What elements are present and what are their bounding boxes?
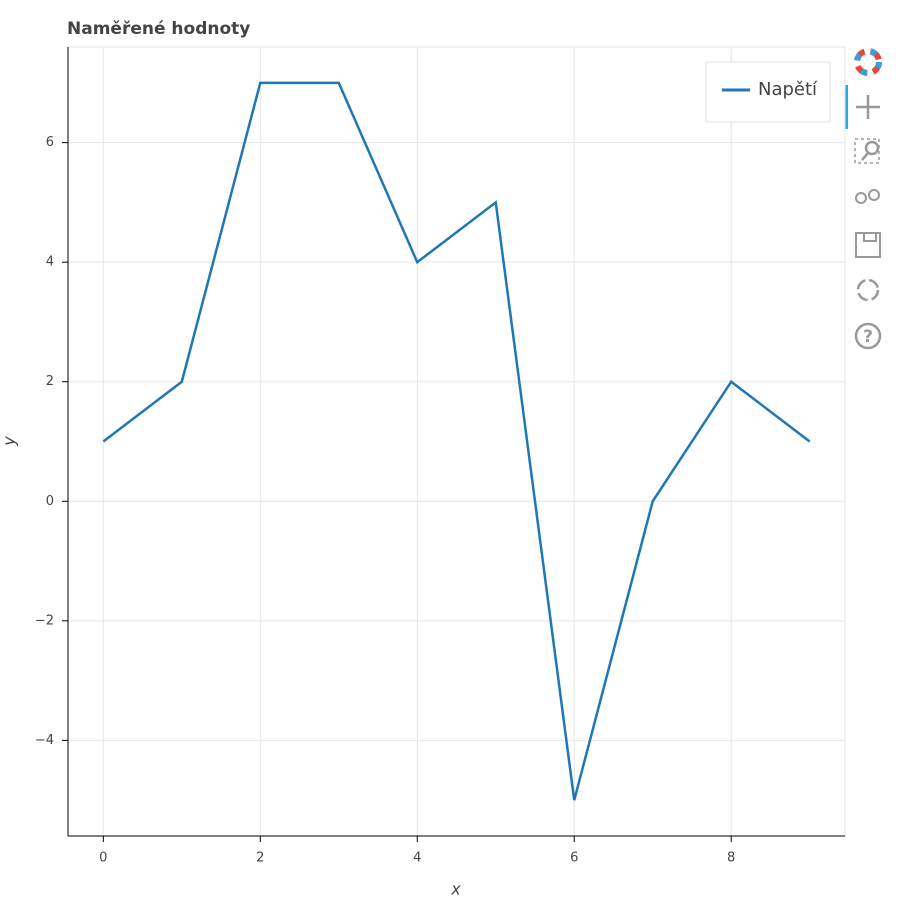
pan-tool[interactable] — [856, 95, 880, 119]
chart-title: Naměřené hodnoty — [67, 19, 250, 39]
y-tick-label: 4 — [46, 255, 54, 270]
legend-box — [705, 61, 831, 123]
box-zoom-tool[interactable] — [854, 138, 880, 164]
x-axis-label: x — [450, 880, 461, 899]
svg-text:?: ? — [863, 327, 873, 347]
y-axis-label: y — [0, 436, 19, 447]
x-tick-label: 2 — [256, 851, 264, 866]
bokeh-logo[interactable] — [854, 48, 882, 76]
data-line — [102, 81, 811, 801]
y-tick-label: 2 — [46, 374, 54, 389]
toolbar: ? — [845, 48, 882, 350]
save-tool[interactable] — [855, 232, 881, 258]
y-tick-label: −4 — [35, 733, 54, 748]
reset-tool[interactable] — [856, 278, 880, 302]
wheel-zoom-tool[interactable] — [855, 189, 880, 204]
y-tick-label: 0 — [46, 494, 54, 509]
y-tick-label: −2 — [35, 613, 54, 628]
x-tick-label: 6 — [570, 851, 578, 866]
help-tool[interactable]: ? — [854, 322, 882, 350]
x-tick-label: 8 — [727, 851, 735, 866]
x-tick-label: 4 — [413, 851, 421, 866]
legend-label: Napětí — [758, 79, 818, 100]
x-tick-label: 0 — [99, 851, 107, 866]
plot-frame — [67, 46, 846, 837]
y-tick-label: 6 — [46, 135, 54, 150]
active-tool-indicator — [845, 85, 848, 129]
legend: Napětí — [705, 61, 831, 123]
